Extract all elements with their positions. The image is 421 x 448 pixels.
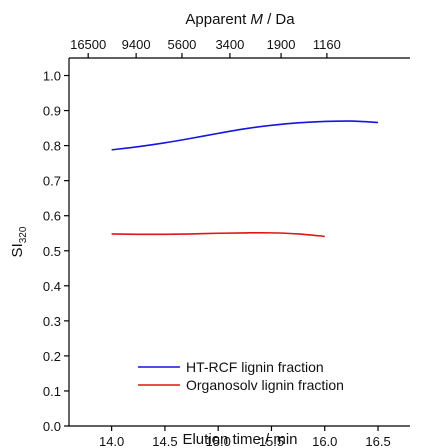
y-tick-label: 0.0 [43,419,61,434]
y-tick-label: 0.4 [43,279,61,294]
y-tick-label: 0.8 [43,139,61,154]
series-line-2 [111,231,325,238]
top-tick-label: 1160 [313,37,341,52]
top-tick-label: 16500 [70,37,106,52]
y-tick-label: 1.0 [43,69,61,84]
x-tick-label: 16.0 [312,434,337,448]
y-tick-label: 0.1 [43,384,61,399]
series-line-1 [111,120,379,151]
y-tick-label: 0.2 [43,349,61,364]
top-tick-label: 3400 [215,37,244,52]
legend-label-1: HT-RCF lignin fraction [186,359,324,375]
x-axis-title: Elution time / min [182,431,297,448]
x-tick-label: 14.0 [99,434,124,448]
x-tick-label: 15.5 [259,434,284,448]
legend-label-2: Organosolv lignin fraction [186,377,344,393]
legend: HT-RCF lignin fraction Organosolv lignin … [138,359,344,393]
top-tick-label: 9400 [122,37,151,52]
x-tick-label: 15.0 [206,434,231,448]
y-tick-label: 0.3 [43,314,61,329]
y-axis-title: SI320 [9,226,29,257]
y-tick-label: 0.5 [43,244,61,259]
top-axis-title: Apparent M / Da [185,11,295,28]
top-tick-label: 5600 [167,37,196,52]
y-tick-label: 0.6 [43,209,61,224]
x-tick-label: 14.5 [152,434,177,448]
top-tick-label: 1900 [267,37,296,52]
x-tick-label: 16.5 [365,434,390,448]
y-tick-label: 0.7 [43,174,61,189]
y-tick-label: 0.9 [43,104,61,119]
